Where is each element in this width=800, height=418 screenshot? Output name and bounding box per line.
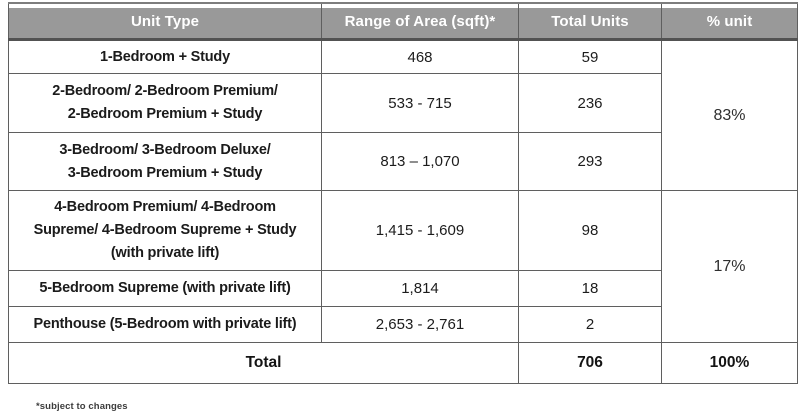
- percent-group-cell: 17%: [661, 190, 798, 343]
- table-row: 3-Bedroom/ 3-Bedroom Deluxe/ 3-Bedroom P…: [8, 132, 798, 191]
- units-cell: 59: [518, 39, 662, 74]
- table-row: Penthouse (5-Bedroom with private lift) …: [8, 306, 798, 343]
- units-cell: 236: [518, 73, 662, 133]
- table-row: 2-Bedroom/ 2-Bedroom Premium/ 2-Bedroom …: [8, 73, 798, 133]
- percent-group-cell: 83%: [661, 39, 798, 191]
- col-header-total-units: Total Units: [518, 2, 662, 41]
- unit-mix-table: Unit Type Range of Area (sqft)* Total Un…: [8, 2, 798, 384]
- unit-type-cell: 3-Bedroom/ 3-Bedroom Deluxe/ 3-Bedroom P…: [8, 132, 322, 191]
- unit-type-cell: 4-Bedroom Premium/ 4-Bedroom Supreme/ 4-…: [8, 190, 322, 271]
- total-label-cell: Total: [8, 342, 519, 384]
- footnote: *subject to changes: [36, 401, 128, 412]
- col-header-percent-unit: % unit: [661, 2, 798, 41]
- col-header-unit-type: Unit Type: [8, 2, 322, 41]
- range-cell: 533 - 715: [321, 73, 519, 133]
- units-cell: 293: [518, 132, 662, 191]
- unit-type-cell: 2-Bedroom/ 2-Bedroom Premium/ 2-Bedroom …: [8, 73, 322, 133]
- range-cell: 2,653 - 2,761: [321, 306, 519, 343]
- range-cell: 1,814: [321, 270, 519, 307]
- total-percent-cell: 100%: [661, 342, 798, 384]
- total-units-cell: 706: [518, 342, 662, 384]
- col-header-range-of-area: Range of Area (sqft)*: [321, 2, 519, 41]
- table-row: 1-Bedroom + Study 468 59 83%: [8, 39, 798, 191]
- range-cell: 813 – 1,070: [321, 132, 519, 191]
- total-row: Total 706 100%: [8, 342, 798, 384]
- table-row: 5-Bedroom Supreme (with private lift) 1,…: [8, 270, 798, 307]
- unit-type-cell: 5-Bedroom Supreme (with private lift): [8, 270, 322, 307]
- range-cell: 1,415 - 1,609: [321, 190, 519, 271]
- range-cell: 468: [321, 39, 519, 74]
- units-cell: 18: [518, 270, 662, 307]
- table-row: 4-Bedroom Premium/ 4-Bedroom Supreme/ 4-…: [8, 190, 798, 343]
- units-cell: 98: [518, 190, 662, 271]
- header-row: Unit Type Range of Area (sqft)* Total Un…: [8, 2, 798, 41]
- unit-type-cell: Penthouse (5-Bedroom with private lift): [8, 306, 322, 343]
- unit-type-cell: 1-Bedroom + Study: [8, 39, 322, 74]
- units-cell: 2: [518, 306, 662, 343]
